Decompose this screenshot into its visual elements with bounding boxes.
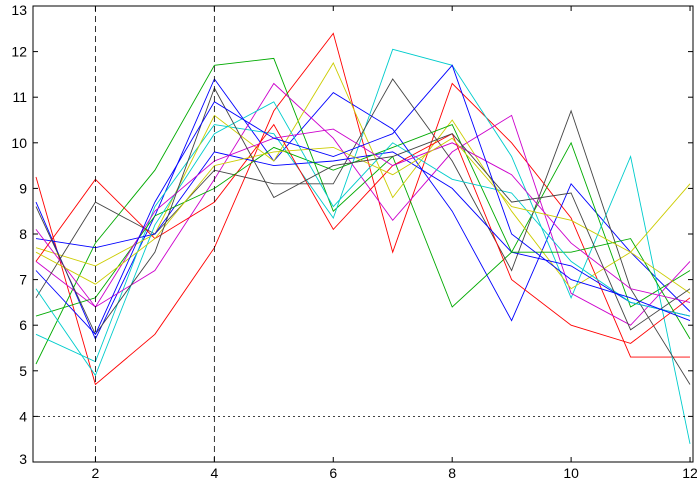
x-tick-label: 12 [682, 465, 697, 481]
y-tick-label: 10 [11, 135, 27, 151]
y-tick-label: 9 [19, 180, 27, 196]
y-tick-label: 8 [19, 226, 27, 242]
x-tick-label: 8 [448, 465, 456, 481]
series-lines [35, 32, 691, 444]
y-tick-label: 12 [11, 44, 27, 60]
tick-labels: 2 4 6 8 10 12 3 4 5 6 7 8 9 10 11 12 13 [11, 2, 697, 481]
x-tick-label: 10 [563, 465, 579, 481]
x-tick-label: 4 [210, 465, 218, 481]
series-line-8 [35, 123, 691, 344]
series-line-3 [35, 57, 691, 365]
series-line-11 [35, 101, 691, 377]
y-tick-label: 7 [19, 272, 27, 288]
x-tick-label: 2 [92, 465, 100, 481]
series-line-1 [35, 32, 690, 386]
x-tick-label: 6 [329, 465, 337, 481]
plot-area-border [32, 5, 694, 463]
series-line-2 [35, 78, 691, 340]
series-line-4 [35, 48, 691, 444]
series-line-14 [35, 87, 691, 336]
y-tick-label: 4 [19, 408, 27, 424]
y-tick-label: 6 [19, 317, 27, 333]
y-tick-label: 5 [19, 363, 27, 379]
y-tick-label: 13 [11, 2, 27, 18]
series-line-12 [35, 128, 691, 308]
axis-ticks [33, 5, 693, 463]
y-tick-label: 11 [12, 89, 27, 105]
y-tick-label: 3 [19, 451, 27, 467]
series-line-9 [35, 151, 691, 317]
series-line-10 [35, 124, 691, 340]
series-line-15 [35, 64, 691, 336]
reference-lines [33, 6, 693, 462]
series-line-5 [35, 82, 691, 326]
